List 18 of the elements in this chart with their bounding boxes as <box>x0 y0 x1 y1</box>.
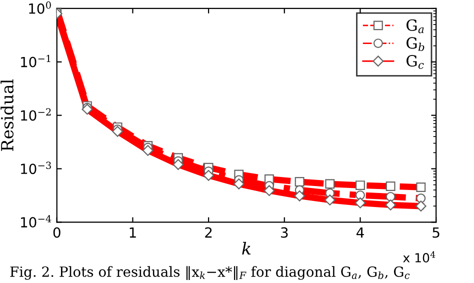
text: Fig. 2. Plots of residuals ‖x$_{k}$−x*‖$_{F}$ for diagonal G$_{a}$, G$_{b}$, G$_{c}$ <box>10 266 410 280</box>
x-tick-label: 3 <box>281 227 288 238</box>
y-tick-label: 10$^{−2}$ <box>21 108 51 121</box>
x-tick-label: 1 <box>130 227 136 238</box>
y-tick-label: 10$^{−3}$ <box>21 162 51 174</box>
x-tick-label: 5 <box>432 227 440 238</box>
x-tick-label: 2 <box>205 227 212 238</box>
x-tick-label: 0 <box>53 227 60 238</box>
legend-label: G$_{b}$ <box>406 37 424 52</box>
y-tick-label: 10$^{−1}$ <box>21 54 50 68</box>
x-axis-title: k <box>242 242 251 255</box>
y-axis-title: Residual <box>0 79 14 151</box>
y-tick-label: 10$^{0}$ <box>29 1 51 14</box>
x-tick-label: 4 <box>356 227 364 238</box>
legend-label: G$_{c}$ <box>406 55 424 69</box>
text: x 10$^{4}$ <box>403 251 436 262</box>
y-tick-label: 10$^{−4}$ <box>21 215 52 228</box>
legend-label: G$_{a}$ <box>406 19 424 34</box>
